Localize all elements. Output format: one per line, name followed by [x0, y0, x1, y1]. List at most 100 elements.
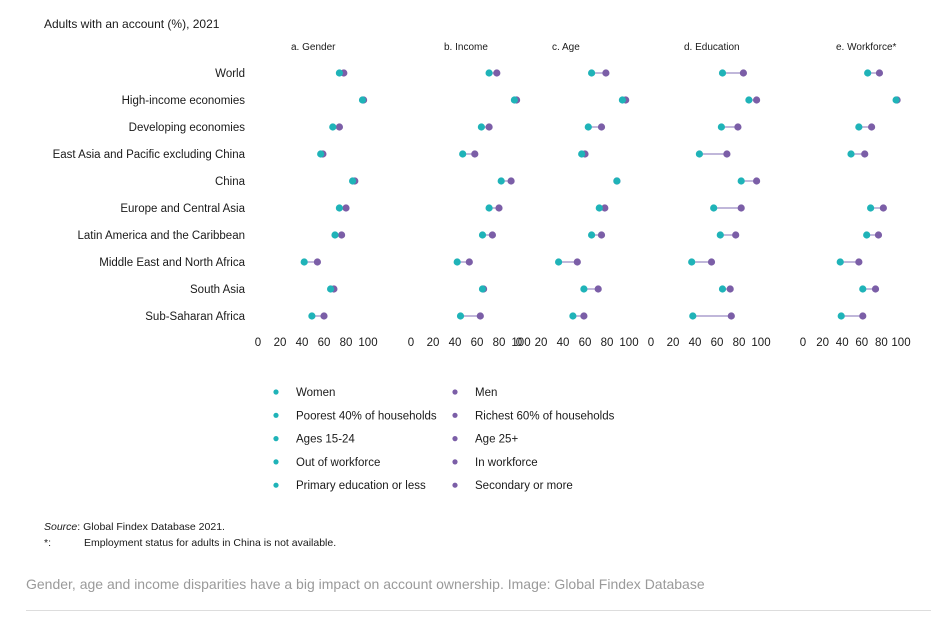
legend-label: Poorest 40% of households — [296, 410, 437, 422]
legend-label: Age 25+ — [475, 434, 518, 446]
point-ages-15-24 — [569, 312, 577, 320]
point-poorest-40-of-households — [478, 285, 487, 293]
row-label: Developing economies — [129, 122, 246, 134]
point-primary-education-or-less — [710, 204, 718, 212]
x-tick-label: 40 — [689, 337, 702, 349]
point-out-of-workforce — [847, 150, 855, 158]
point-ages-15-24 — [618, 96, 627, 104]
x-tick-label: 80 — [733, 337, 746, 349]
x-tick-label: 60 — [579, 337, 592, 349]
legend-marker — [452, 412, 458, 418]
point-poorest-40-of-households — [497, 177, 505, 185]
point-richest-60-of-households — [488, 231, 496, 239]
point-men — [338, 231, 346, 239]
panels: a. Gender b. Income c. Age d. Education e. W… — [291, 42, 896, 53]
point-age-25- — [597, 123, 606, 131]
legend-label: In workforce — [475, 457, 538, 469]
point-age-25- — [573, 258, 581, 266]
point-out-of-workforce — [864, 69, 872, 77]
point-in-workforce — [874, 231, 883, 239]
legend-label: Ages 15-24 — [296, 434, 355, 446]
legend: Women Poorest 40% of households Ages 15-24… — [273, 387, 615, 492]
point-richest-60-of-households — [476, 312, 484, 320]
x-tick-label: 20 — [667, 337, 680, 349]
legend-marker — [273, 482, 279, 488]
point-women — [335, 204, 343, 212]
panel-title: b. Income — [444, 42, 488, 53]
point-women — [331, 231, 339, 239]
point-poorest-40-of-households — [459, 150, 467, 158]
point-age-25- — [597, 231, 606, 239]
point-primary-education-or-less — [737, 177, 745, 185]
point-out-of-workforce — [859, 285, 867, 293]
point-secondary-or-more — [726, 285, 734, 293]
legend-marker — [273, 412, 279, 418]
row-label: World — [215, 68, 245, 80]
point-primary-education-or-less — [689, 312, 697, 320]
point-primary-education-or-less — [745, 96, 753, 104]
legend-label: Primary education or less — [296, 480, 426, 492]
source-text: : Global Findex Database 2021. — [77, 521, 225, 533]
row-label: China — [215, 176, 246, 188]
point-in-workforce — [861, 150, 869, 158]
dumbbell-marks — [300, 69, 901, 320]
point-primary-education-or-less — [718, 285, 727, 293]
point-women — [335, 69, 343, 77]
x-tick-label: 100 — [511, 337, 530, 349]
x-tick-label: 0 — [516, 337, 522, 349]
point-primary-education-or-less — [718, 69, 727, 77]
point-secondary-or-more — [723, 150, 731, 158]
x-tick-label: 80 — [340, 337, 353, 349]
x-tick-label: 100 — [751, 337, 770, 349]
point-poorest-40-of-households — [453, 258, 461, 266]
point-ages-15-24 — [588, 69, 596, 77]
point-women — [317, 150, 325, 158]
footnote-text: Employment status for adults in China is… — [84, 537, 336, 549]
x-tick-label: 20 — [535, 337, 548, 349]
row-label: South Asia — [190, 284, 246, 296]
point-in-workforce — [875, 69, 884, 77]
row-label: High-income economies — [122, 95, 246, 107]
legend-marker — [273, 459, 279, 465]
chart-title: Adults with an account (%), 2021 — [44, 17, 220, 31]
source-note: Source: Global Findex Database 2021. *: … — [44, 521, 336, 549]
point-women — [358, 96, 367, 104]
x-tick-label: 40 — [557, 337, 570, 349]
point-men — [320, 312, 328, 320]
point-in-workforce — [879, 204, 887, 212]
point-out-of-workforce — [892, 96, 900, 104]
panel-title: a. Gender — [291, 42, 336, 53]
x-tick-label: 0 — [255, 337, 261, 349]
point-secondary-or-more — [727, 312, 735, 320]
point-secondary-or-more — [707, 258, 716, 266]
point-poorest-40-of-households — [456, 312, 465, 320]
x-tick-label: 60 — [711, 337, 724, 349]
footnote-mark: *: — [44, 537, 51, 549]
legend-label: Richest 60% of households — [475, 410, 615, 422]
point-in-workforce — [859, 312, 867, 320]
point-poorest-40-of-households — [477, 123, 485, 131]
point-ages-15-24 — [613, 177, 621, 185]
point-poorest-40-of-households — [485, 69, 493, 77]
panel-title: d. Education — [684, 42, 740, 53]
row-label: East Asia and Pacific excluding China — [53, 149, 246, 161]
x-tick-label: 100 — [358, 337, 377, 349]
point-primary-education-or-less — [688, 258, 696, 266]
point-richest-60-of-households — [493, 69, 501, 77]
x-tick-label: 0 — [648, 337, 654, 349]
panel-title: e. Workforce* — [836, 42, 896, 53]
point-secondary-or-more — [737, 204, 745, 212]
x-tick-label: 60 — [318, 337, 331, 349]
image-caption: Gender, age and income disparities have … — [26, 576, 705, 592]
point-ages-15-24 — [578, 150, 586, 158]
point-ages-15-24 — [595, 204, 603, 212]
point-secondary-or-more — [734, 123, 742, 131]
point-secondary-or-more — [753, 177, 761, 185]
point-richest-60-of-households — [465, 258, 473, 266]
point-richest-60-of-households — [485, 123, 493, 131]
point-richest-60-of-households — [507, 177, 515, 185]
point-women — [300, 258, 308, 266]
x-tick-label: 20 — [427, 337, 440, 349]
point-secondary-or-more — [739, 69, 748, 77]
